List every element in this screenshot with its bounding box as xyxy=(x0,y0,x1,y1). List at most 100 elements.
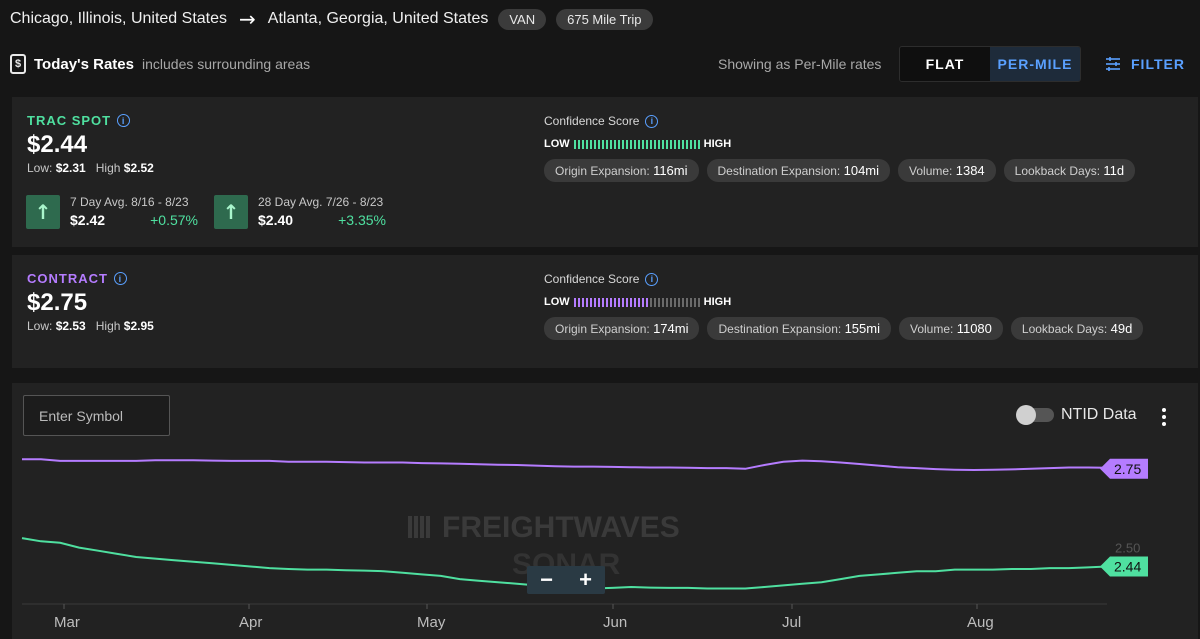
confidence-tick xyxy=(593,139,596,149)
value-tag-shape xyxy=(1100,458,1148,479)
route-header: Chicago, Illinois, United States → Atlan… xyxy=(10,7,653,31)
confidence-tick xyxy=(673,139,676,149)
per-mile-toggle-button[interactable]: PER-MILE xyxy=(990,47,1080,81)
confidence-tick xyxy=(577,139,580,149)
chip-value: 116mi xyxy=(653,163,688,178)
more-options-icon[interactable] xyxy=(1162,406,1166,427)
confidence-tick xyxy=(645,297,648,307)
confidence-tick xyxy=(621,297,624,307)
zoom-in-button[interactable]: + xyxy=(579,567,592,592)
confidence-score-title: Confidence Score xyxy=(544,272,640,286)
confidence-tick xyxy=(629,139,632,149)
spot-high-label: High xyxy=(95,161,121,175)
confidence-tick xyxy=(661,139,664,149)
info-icon[interactable]: i xyxy=(117,114,131,127)
confidence-tick xyxy=(625,297,628,307)
confidence-ticks xyxy=(573,297,700,307)
confidence-low-label: LOW xyxy=(544,296,570,308)
contract-last-value-tag: 2.75 xyxy=(1100,458,1148,479)
confidence-tick xyxy=(605,139,608,149)
chip-label: Volume: xyxy=(909,164,953,178)
confidence-tick xyxy=(637,139,640,149)
confidence-tick xyxy=(573,297,576,307)
seven-day-average-change: +0.57% xyxy=(150,212,198,228)
equipment-badge: VAN xyxy=(498,8,547,30)
confidence-tick xyxy=(601,139,604,149)
rates-header: $ Today's Rates includes surrounding are… xyxy=(10,52,310,76)
x-tick-label: Mar xyxy=(54,614,80,631)
spot-low-high: Low: $2.31 High $2.52 xyxy=(27,161,154,175)
destination-expansion-chip: Destination Expansion: 155mi xyxy=(707,317,891,340)
zoom-controls: − + xyxy=(527,566,605,594)
freightwaves-logo-icon xyxy=(408,516,430,538)
info-icon[interactable]: i xyxy=(645,272,659,286)
confidence-tick xyxy=(689,297,692,307)
confidence-high-label: HIGH xyxy=(703,296,732,308)
value-tag-text: 2.44 xyxy=(1114,558,1141,574)
contract-label-text: CONTRACT xyxy=(27,271,108,286)
flat-toggle-button[interactable]: FLAT xyxy=(900,47,990,81)
filter-button[interactable]: FILTER xyxy=(1105,56,1185,72)
chip-label: Volume: xyxy=(910,322,954,336)
confidence-tick xyxy=(589,139,592,149)
x-tick-label: Apr xyxy=(239,614,262,631)
x-tick-label: Aug xyxy=(967,614,994,631)
info-icon[interactable]: i xyxy=(645,114,659,128)
chip-label: Origin Expansion: xyxy=(555,164,650,178)
ntid-toggle[interactable]: NTID Data xyxy=(1016,405,1137,425)
rates-title: Today's Rates xyxy=(34,55,134,73)
contract-low-value: $2.53 xyxy=(55,319,86,333)
confidence-tick xyxy=(697,139,700,149)
switch-knob xyxy=(1016,405,1036,425)
contract-high-value: $2.95 xyxy=(123,319,154,333)
origin-expansion-chip: Origin Expansion: 174mi xyxy=(544,317,700,340)
confidence-tick xyxy=(681,139,684,149)
showing-rate-mode-text: Showing as Per-Mile rates xyxy=(718,56,882,72)
watermark-line1: FREIGHTWAVES xyxy=(442,511,680,544)
rate-mode-toggle: FLAT PER-MILE xyxy=(899,46,1081,82)
confidence-tick xyxy=(601,297,604,307)
confidence-tick xyxy=(573,139,576,149)
confidence-tick xyxy=(669,297,672,307)
symbol-input[interactable] xyxy=(23,395,170,436)
chip-label: Lookback Days: xyxy=(1021,322,1108,336)
confidence-tick xyxy=(617,139,620,149)
contract-card: CONTRACT i $2.75 Low: $2.53 High $2.95 C… xyxy=(12,255,1198,368)
twenty-eight-day-average-value: $2.40 xyxy=(258,212,294,228)
ntid-switch[interactable] xyxy=(1016,405,1054,425)
confidence-tick xyxy=(649,297,652,307)
confidence-tick xyxy=(677,139,680,149)
filter-label: FILTER xyxy=(1131,56,1185,72)
contract-rate-line xyxy=(22,458,1108,472)
rate-chart-panel: NTID Data FREIGHTWAVES SONAR 2.50 MarApr… xyxy=(12,383,1198,639)
chip-value: 49d xyxy=(1110,321,1133,336)
contract-high-label: High xyxy=(95,319,121,333)
confidence-tick xyxy=(609,139,612,149)
confidence-meter: LOW HIGH xyxy=(544,296,1143,308)
confidence-tick xyxy=(597,297,600,307)
confidence-tick xyxy=(613,139,616,149)
value-tag-text: 2.75 xyxy=(1114,461,1141,477)
confidence-tick xyxy=(617,297,620,307)
confidence-tick xyxy=(685,139,688,149)
confidence-tick xyxy=(633,297,636,307)
x-tick-label: Jul xyxy=(782,614,801,631)
info-icon[interactable]: i xyxy=(113,272,127,285)
twenty-eight-day-average: ↑ 28 Day Avg. 7/26 - 8/23 $2.40 +3.35% xyxy=(214,195,386,229)
chip-label: Origin Expansion: xyxy=(555,322,650,336)
twenty-eight-day-average-label: 28 Day Avg. 7/26 - 8/23 xyxy=(258,195,384,209)
confidence-tick xyxy=(629,297,632,307)
confidence-tick xyxy=(609,297,612,307)
confidence-tick xyxy=(633,139,636,149)
confidence-score-title: Confidence Score xyxy=(544,114,640,128)
volume-chip: Volume: 1384 xyxy=(898,159,996,182)
confidence-tick xyxy=(621,139,624,149)
chip-value: 104mi xyxy=(843,163,880,178)
confidence-tick xyxy=(625,139,628,149)
zoom-out-button[interactable]: − xyxy=(540,567,553,592)
y-tick-label: 2.50 xyxy=(1115,541,1140,556)
chip-label: Destination Expansion: xyxy=(718,322,842,336)
confidence-tick xyxy=(681,297,684,307)
x-tick-label: May xyxy=(417,614,446,631)
confidence-tick xyxy=(637,297,640,307)
